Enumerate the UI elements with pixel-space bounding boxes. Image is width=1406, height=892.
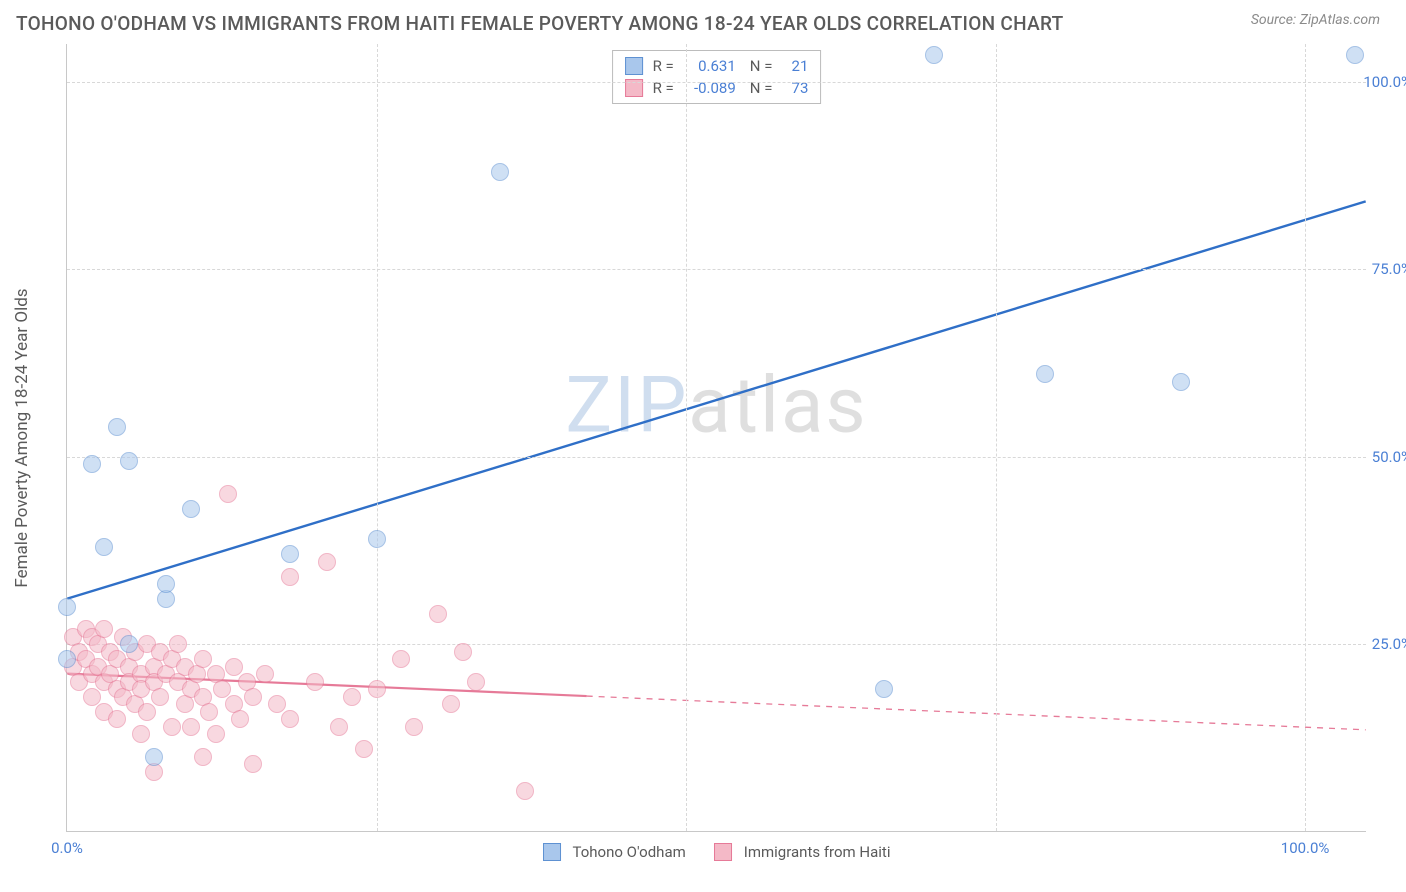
data-point-a — [1036, 365, 1054, 383]
data-point-a — [120, 452, 138, 470]
data-point-a — [58, 598, 76, 616]
chart-title: TOHONO O'ODHAM VS IMMIGRANTS FROM HAITI … — [16, 12, 1063, 35]
swatch-a-bottom — [543, 843, 561, 861]
data-point-b — [392, 650, 410, 668]
data-point-a — [182, 500, 200, 518]
n-value-b: 73 — [778, 77, 808, 99]
legend-item-a: Tohono O'odham — [543, 843, 686, 861]
data-point-a — [875, 680, 893, 698]
data-point-a — [83, 455, 101, 473]
swatch-b-bottom — [714, 843, 732, 861]
gridline-v — [996, 44, 997, 831]
data-point-a — [145, 748, 163, 766]
data-point-a — [1346, 46, 1364, 64]
gridline-h — [67, 269, 1366, 270]
source-attribution: Source: ZipAtlas.com — [1251, 12, 1380, 28]
y-axis-label: Female Poverty Among 18-24 Year Olds — [12, 288, 32, 587]
swatch-a — [625, 57, 643, 75]
gridline-v — [1305, 44, 1306, 831]
data-point-b — [207, 725, 225, 743]
data-point-b — [256, 665, 274, 683]
data-point-b — [219, 485, 237, 503]
gridline-h — [67, 82, 1366, 83]
gridline-h — [67, 644, 1366, 645]
data-point-b — [151, 688, 169, 706]
data-point-b — [244, 688, 262, 706]
data-point-a — [58, 650, 76, 668]
data-point-b — [318, 553, 336, 571]
data-point-b — [281, 568, 299, 586]
data-point-b — [225, 658, 243, 676]
data-point-b — [442, 695, 460, 713]
data-point-b — [182, 718, 200, 736]
data-point-b — [281, 710, 299, 728]
data-point-b — [355, 740, 373, 758]
data-point-a — [368, 530, 386, 548]
data-point-a — [108, 418, 126, 436]
data-point-a — [1172, 373, 1190, 391]
y-tick-label: 100.0% — [1332, 73, 1406, 91]
data-point-b — [244, 755, 262, 773]
data-point-b — [343, 688, 361, 706]
gridline-h — [67, 457, 1366, 458]
data-point-a — [281, 545, 299, 563]
x-tick-label: 100.0% — [1281, 839, 1330, 857]
legend-row-b: R = -0.089 N = 73 — [625, 77, 809, 99]
data-point-b — [454, 643, 472, 661]
series-b-name: Immigrants from Haiti — [744, 843, 891, 861]
r-value-b: -0.089 — [680, 77, 736, 99]
data-point-b — [268, 695, 286, 713]
watermark: ZIPatlas — [565, 361, 867, 452]
data-point-a — [491, 163, 509, 181]
data-point-a — [925, 46, 943, 64]
data-point-b — [405, 718, 423, 736]
data-point-b — [231, 710, 249, 728]
data-point-b — [467, 673, 485, 691]
gridline-v — [686, 44, 687, 831]
data-point-b — [83, 688, 101, 706]
data-point-a — [95, 538, 113, 556]
data-point-b — [200, 703, 218, 721]
trend-lines — [67, 44, 1366, 831]
data-point-b — [429, 605, 447, 623]
x-tick-label: 0.0% — [51, 839, 83, 857]
data-point-b — [163, 718, 181, 736]
y-tick-label: 25.0% — [1332, 635, 1406, 653]
data-point-b — [194, 748, 212, 766]
data-point-a — [120, 635, 138, 653]
data-point-b — [306, 673, 324, 691]
data-point-b — [95, 620, 113, 638]
data-point-a — [157, 575, 175, 593]
y-tick-label: 50.0% — [1332, 448, 1406, 466]
plot-container: Female Poverty Among 18-24 Year Olds ZIP… — [50, 44, 1390, 832]
gridline-v — [377, 44, 378, 831]
correlation-legend: R = 0.631 N = 21 R = -0.089 N = 73 — [612, 50, 822, 104]
data-point-b — [368, 680, 386, 698]
legend-item-b: Immigrants from Haiti — [714, 843, 891, 861]
data-point-b — [138, 703, 156, 721]
data-point-b — [194, 650, 212, 668]
plot-area: ZIPatlas R = 0.631 N = 21 R = -0.089 N =… — [66, 44, 1366, 832]
data-point-b — [108, 710, 126, 728]
series-legend: Tohono O'odham Immigrants from Haiti — [543, 843, 891, 861]
legend-row-a: R = 0.631 N = 21 — [625, 55, 809, 77]
data-point-b — [169, 635, 187, 653]
data-point-b — [132, 725, 150, 743]
series-a-name: Tohono O'odham — [573, 843, 686, 861]
r-value-a: 0.631 — [680, 55, 736, 77]
n-value-a: 21 — [778, 55, 808, 77]
data-point-b — [213, 680, 231, 698]
data-point-b — [330, 718, 348, 736]
data-point-b — [516, 782, 534, 800]
y-tick-label: 75.0% — [1332, 260, 1406, 278]
